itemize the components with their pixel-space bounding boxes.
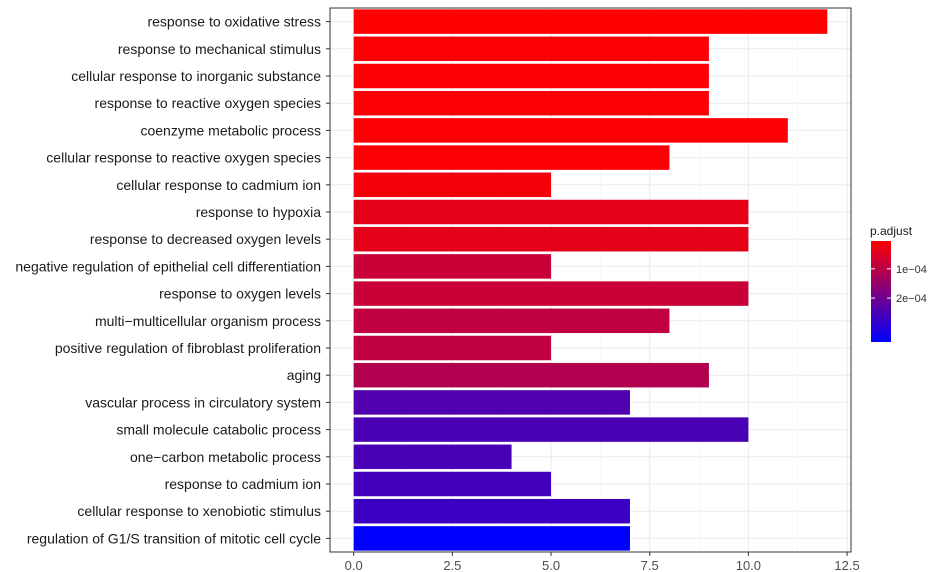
x-tick-label: 2.5 — [443, 558, 461, 572]
y-tick-label: one−carbon metabolic process — [130, 449, 321, 465]
y-tick-label: multi−multicellular organism process — [95, 313, 321, 329]
legend-tick-label: 1e−04 — [896, 264, 927, 276]
y-tick-label: aging — [287, 367, 321, 383]
x-tick-label: 0.0 — [345, 558, 363, 572]
legend: p.adjust 1e−04 2e−04 — [870, 224, 927, 342]
bar — [353, 335, 552, 361]
y-tick-label: positive regulation of fibroblast prolif… — [55, 340, 321, 356]
y-tick-label: response to oxidative stress — [147, 14, 321, 30]
x-axis: 0.0 2.5 5.0 7.5 10.0 12.5 — [345, 552, 860, 572]
bar — [353, 118, 788, 143]
y-tick-label: coenzyme metabolic process — [140, 122, 321, 138]
bar — [353, 90, 709, 116]
y-tick-label: cellular response to cadmium ion — [116, 177, 321, 193]
bar — [353, 444, 512, 470]
legend-tick-label: 2e−04 — [896, 293, 927, 305]
y-tick-label: response to mechanical stimulus — [118, 41, 321, 57]
bar — [353, 498, 630, 524]
bar — [353, 199, 749, 225]
bar — [353, 308, 670, 334]
x-tick-label: 10.0 — [736, 558, 761, 572]
y-tick-label: response to oxygen levels — [159, 286, 321, 302]
bar — [353, 417, 749, 442]
y-tick-label: negative regulation of epithelial cell d… — [15, 258, 321, 274]
bar — [353, 471, 552, 497]
bar — [353, 281, 749, 306]
bar — [353, 254, 552, 279]
bar — [353, 36, 709, 62]
y-tick-label: cellular response to xenobiotic stimulus — [77, 503, 321, 519]
plot-panel-border — [329, 7, 852, 553]
y-tick-label: response to cadmium ion — [165, 476, 321, 492]
x-tick-label: 7.5 — [641, 558, 659, 572]
legend-title: p.adjust — [870, 224, 913, 238]
bar — [353, 172, 552, 198]
y-tick-label: response to decreased oxygen levels — [90, 231, 321, 247]
bar — [353, 226, 749, 252]
y-tick-label: response to reactive oxygen species — [95, 95, 321, 111]
bar — [353, 390, 630, 415]
plot-panel-background — [330, 8, 851, 552]
y-tick-label: vascular process in circulatory system — [85, 394, 321, 410]
legend-colorbar — [871, 241, 891, 342]
y-tick-label: cellular response to reactive oxygen spe… — [46, 150, 321, 166]
y-axis-labels: response to oxidative stress response to … — [15, 14, 330, 546]
y-tick-label: small molecule catabolic process — [116, 422, 321, 438]
bar — [353, 145, 670, 170]
bars — [353, 9, 828, 551]
bar — [353, 9, 828, 34]
bar — [353, 63, 709, 89]
x-tick-label: 12.5 — [834, 558, 859, 572]
bar — [353, 362, 709, 388]
y-tick-label: regulation of G1/S transition of mitotic… — [27, 530, 321, 546]
bar — [353, 526, 630, 551]
y-tick-label: response to hypoxia — [196, 204, 322, 220]
x-tick-label: 5.0 — [542, 558, 560, 572]
y-tick-label: cellular response to inorganic substance — [71, 68, 321, 84]
